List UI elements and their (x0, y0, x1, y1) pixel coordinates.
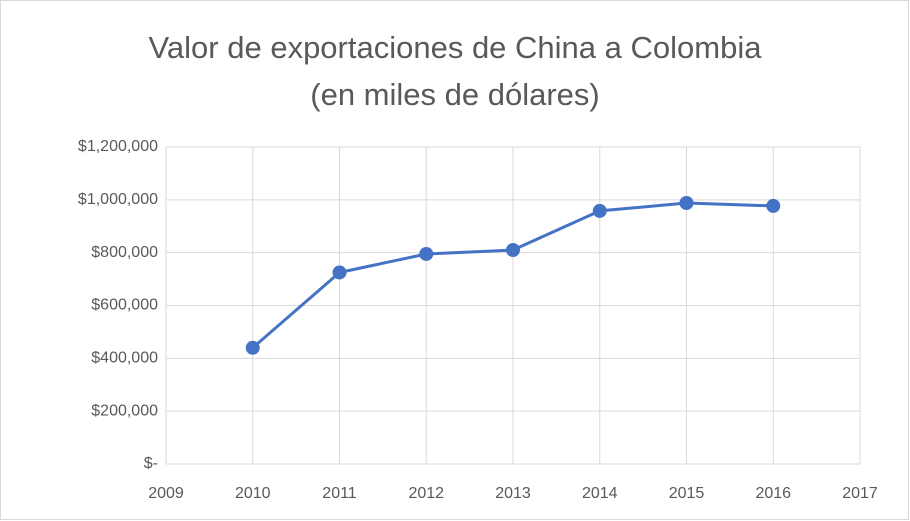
x-tick-label: 2016 (755, 485, 791, 502)
data-point (332, 265, 347, 280)
y-tick-label: $200,000 (91, 402, 158, 419)
y-tick-label: $800,000 (91, 244, 158, 261)
data-point (506, 243, 520, 258)
x-tick-label: 2009 (148, 485, 184, 502)
chart-title: (en miles de dólares) (310, 77, 599, 112)
y-tick-label: $1,200,000 (78, 138, 158, 155)
x-tick-label: 2014 (582, 485, 618, 502)
data-point (419, 246, 434, 261)
x-tick-label: 2013 (495, 485, 531, 502)
data-point (679, 196, 694, 211)
data-point (592, 203, 607, 218)
chart-title: Valor de exportaciones de China a Colomb… (149, 30, 763, 65)
y-tick-label: $600,000 (91, 297, 158, 314)
x-tick-label: 2012 (408, 485, 444, 502)
y-tick-label: $1,000,000 (78, 191, 158, 208)
y-tick-label: $- (144, 455, 158, 472)
x-tick-label: 2011 (322, 485, 357, 502)
y-tick-label: $400,000 (91, 350, 158, 367)
data-point (766, 198, 781, 213)
data-point (245, 340, 260, 355)
x-tick-label: 2010 (235, 485, 271, 502)
x-tick-label: 2017 (842, 485, 878, 502)
x-tick-label: 2015 (669, 485, 705, 502)
